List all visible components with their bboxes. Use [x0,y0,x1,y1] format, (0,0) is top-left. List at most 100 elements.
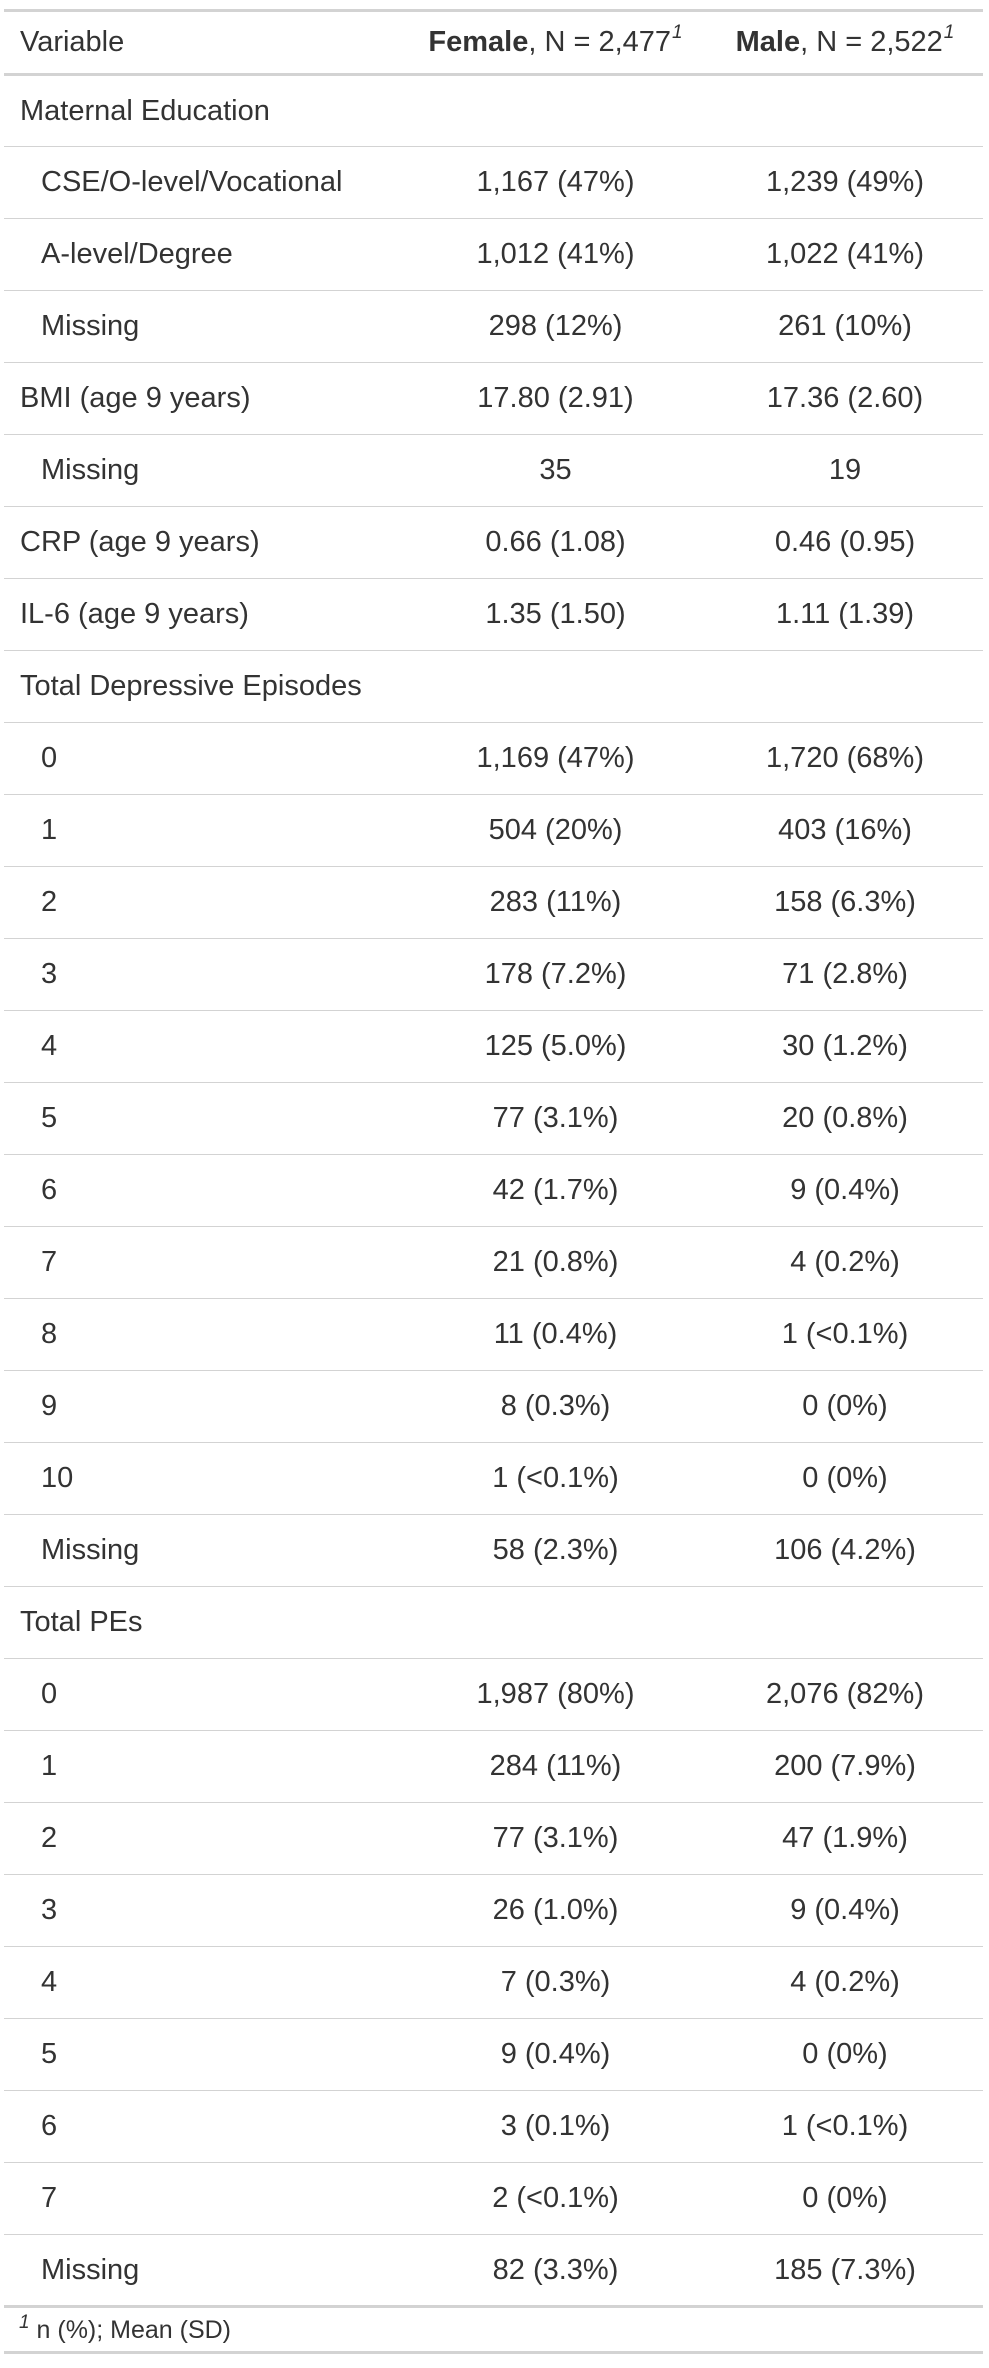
row-label: 6 [41,1174,58,1206]
female-value: 35 [539,454,572,486]
row-label: 5 [41,2038,58,2070]
row-label: 10 [41,1462,74,1494]
table-row: 7 21 (0.8%) 4 (0.2%) [4,1226,983,1299]
row-label: CSE/O-level/Vocational [41,166,343,198]
table-row: IL-6 (age 9 years) 1.35 (1.50) 1.11 (1.39) [4,578,983,651]
female-value: 17.80 (2.91) [477,382,634,414]
row-label: A-level/Degree [41,238,233,270]
male-footnote-mark: 1 [943,22,955,43]
male-value: 9 (0.4%) [790,1174,900,1206]
table-body: Maternal Education CSE/O-level/Vocational… [4,75,983,2307]
female-label: Female [428,26,529,58]
row-label: 0 [41,742,58,774]
male-value: 2,076 (82%) [766,1678,924,1710]
variable-column-header: Variable [4,10,404,76]
male-value: 1.11 (1.39) [775,598,915,630]
female-value: 125 (5.0%) [484,1030,627,1062]
footnote-text: n (%); Mean (SD) [29,2316,232,2344]
table-row: Missing 82 (3.3%) 185 (7.3%) [4,2234,983,2307]
male-value: 71 (2.8%) [782,958,908,990]
female-value: 21 (0.8%) [492,1246,619,1278]
female-value: 283 (11%) [489,886,622,918]
table-row: 8 11 (0.4%) 1 (<0.1%) [4,1298,983,1371]
male-value: 106 (4.2%) [774,1534,916,1566]
female-column-header: Female, N = 2,4771 [404,10,707,76]
female-value: 7 (0.3%) [500,1966,611,1998]
row-label: 9 [41,1390,58,1422]
table-row: 5 77 (3.1%) 20 (0.8%) [4,1082,983,1155]
female-value: 504 (20%) [488,814,623,846]
table-row: 4 7 (0.3%) 4 (0.2%) [4,1946,983,2019]
table-footer: 1 n (%); Mean (SD) [4,2305,983,2353]
footnote-row: 1 n (%); Mean (SD) [4,2305,983,2353]
female-value: 298 (12%) [488,310,623,342]
row-label: IL-6 (age 9 years) [20,598,249,630]
female-value: 1,987 (80%) [476,1678,635,1710]
summary-table: Variable Female, N = 2,4771 Male, N = 2,… [4,9,983,2354]
row-label: 7 [41,2182,58,2214]
male-value: 4 (0.2%) [790,1246,900,1278]
female-value: 26 (1.0%) [492,1894,619,1926]
footnote-mark: 1 [19,2312,30,2333]
male-value: 0 (0%) [802,2182,888,2214]
footnote: 1 n (%); Mean (SD) [4,2305,983,2353]
female-value: 9 (0.4%) [500,2038,611,2070]
row-label: Total Depressive Episodes [20,670,362,702]
male-value: 1,022 (41%) [766,238,924,270]
table-row: CRP (age 9 years) 0.66 (1.08) 0.46 (0.95) [4,506,983,579]
table-row: 1 504 (20%) 403 (16%) [4,794,983,867]
male-value: 0 (0%) [802,2038,888,2070]
table-row: 5 9 (0.4%) 0 (0%) [4,2018,983,2091]
row-label: 1 [41,1750,58,1782]
table-row: CSE/O-level/Vocational 1,167 (47%) 1,239 (… [4,146,983,219]
female-value: 284 (11%) [489,1750,622,1782]
male-value: 0 (0%) [802,1462,888,1494]
table-row: 0 1,169 (47%) 1,720 (68%) [4,722,983,795]
table-row: Missing 35 19 [4,434,983,507]
female-value: 1 (<0.1%) [492,1462,619,1494]
row-label: 4 [41,1030,58,1062]
female-value: 77 (3.1%) [492,1102,619,1134]
male-label: Male [735,26,801,58]
table-row: 10 1 (<0.1%) 0 (0%) [4,1442,983,1515]
male-value: 0 (0%) [802,1390,888,1422]
male-column-header: Male, N = 2,5221 [707,10,983,76]
female-value [404,75,707,147]
row-label: Missing [41,310,140,342]
male-value: 47 (1.9%) [782,1822,908,1854]
table-row: 6 42 (1.7%) 9 (0.4%) [4,1154,983,1227]
male-n: , N = 2,522 [800,26,943,58]
female-value: 178 (7.2%) [484,958,627,990]
male-value: 20 (0.8%) [782,1102,908,1134]
table-row: 9 8 (0.3%) 0 (0%) [4,1370,983,1443]
male-value: 0.46 (0.95) [774,526,916,558]
male-value: 4 (0.2%) [790,1966,900,1998]
female-value: 1,167 (47%) [476,166,635,198]
female-value: 3 (0.1%) [500,2110,611,2142]
table-row: 1 284 (11%) 200 (7.9%) [4,1730,983,1803]
row-label: 2 [41,886,58,918]
table-row: 0 1,987 (80%) 2,076 (82%) [4,1658,983,1731]
female-value: 11 (0.4%) [493,1318,618,1350]
table-row: 6 3 (0.1%) 1 (<0.1%) [4,2090,983,2163]
table-row: 2 283 (11%) 158 (6.3%) [4,866,983,939]
row-label: 5 [41,1102,58,1134]
table-row: Maternal Education [4,75,983,147]
row-label: 4 [41,1966,58,1998]
row-label: 1 [41,814,58,846]
table-header: Variable Female, N = 2,4771 Male, N = 2,… [4,10,983,76]
male-value: 30 (1.2%) [782,1030,908,1062]
male-value: 17.36 (2.60) [766,382,924,414]
male-value: 19 [828,454,862,486]
female-value: 8 (0.3%) [500,1390,611,1422]
female-value: 42 (1.7%) [492,1174,619,1206]
female-n: , N = 2,477 [528,26,672,58]
female-value [404,651,707,723]
female-value: 77 (3.1%) [492,1822,619,1854]
table-row: 3 178 (7.2%) 71 (2.8%) [4,938,983,1011]
male-value: 9 (0.4%) [790,1894,900,1926]
female-value: 0.66 (1.08) [485,526,626,558]
table-row: 2 77 (3.1%) 47 (1.9%) [4,1802,983,1875]
female-value: 1.35 (1.50) [485,598,626,630]
